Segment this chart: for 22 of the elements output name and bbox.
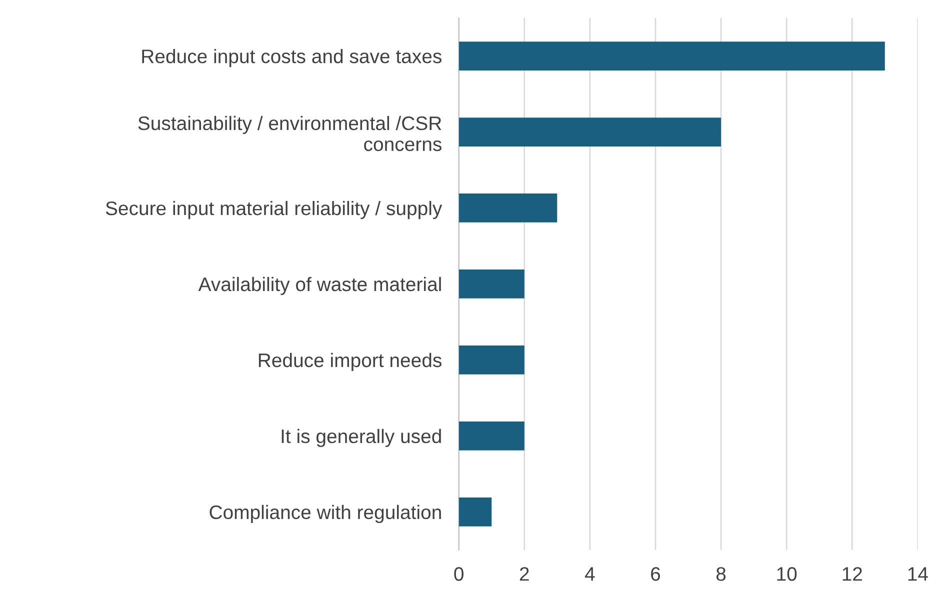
y-tick-label: Availability of waste material	[198, 276, 441, 296]
x-tick-label: 10	[777, 567, 797, 581]
x-tick-label: 12	[842, 567, 862, 581]
y-tick-label: It is generally used	[282, 428, 441, 448]
y-tick-label: Reduce import needs	[258, 352, 442, 372]
x-tick-label: 0	[454, 567, 464, 581]
x-tick-label: 14	[908, 567, 928, 581]
bar	[458, 422, 524, 450]
y-tick-label: Compliance with regulation	[210, 504, 441, 524]
y-tick-label: Reduce input costs and save taxes	[142, 48, 442, 68]
bar	[458, 118, 722, 146]
bar	[458, 270, 524, 298]
y-tick-label: Secure input material reliability / supply	[106, 200, 442, 220]
bar	[458, 194, 558, 222]
bar	[458, 42, 885, 70]
x-tick-label: 4	[584, 567, 595, 581]
y-tick-label: Sustainability / environmental /CSR concerns	[138, 116, 442, 152]
x-tick-label: 6	[651, 567, 660, 581]
bar	[458, 497, 492, 526]
x-tick-label: 2	[520, 567, 529, 581]
bar	[458, 346, 524, 374]
x-tick-label: 8	[716, 567, 726, 581]
